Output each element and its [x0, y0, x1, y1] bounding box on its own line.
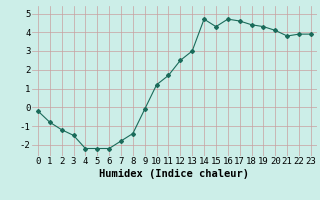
X-axis label: Humidex (Indice chaleur): Humidex (Indice chaleur)	[100, 169, 249, 179]
